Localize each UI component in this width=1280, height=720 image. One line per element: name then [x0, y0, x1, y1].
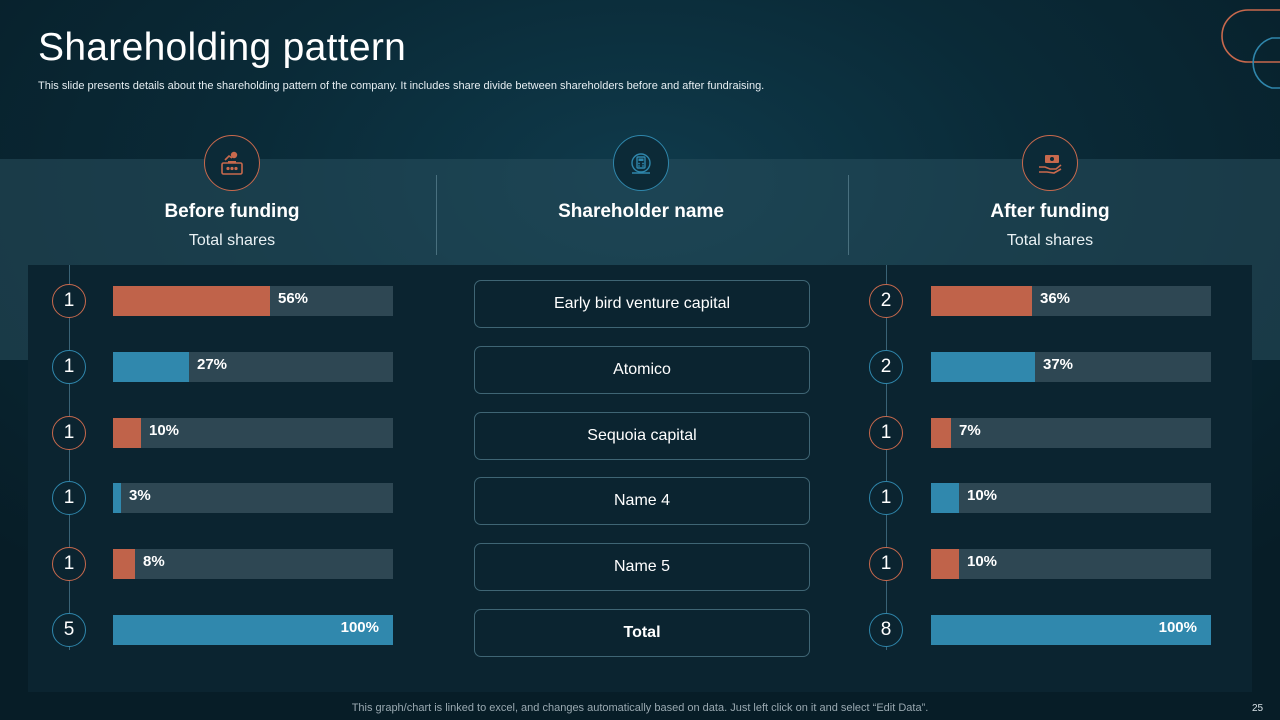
shareholder-name-box: Atomico [474, 346, 810, 394]
before-bar-fill [113, 286, 270, 316]
before-bar-track: 56% [113, 286, 393, 316]
before-bar-track: 8% [113, 549, 393, 579]
after-share-count: 2 [869, 350, 903, 384]
header-divider [848, 175, 849, 255]
footer-note: This graph/chart is linked to excel, and… [351, 702, 929, 714]
after-bar-fill [931, 286, 1032, 316]
after-bar-track: 10% [931, 483, 1211, 513]
after-timeline-line [886, 265, 887, 650]
before-share-count: 1 [52, 350, 86, 384]
before-bar-track: 10% [113, 418, 393, 448]
after-percentage-label: 36% [1040, 290, 1071, 307]
after-bar-track: 10% [931, 549, 1211, 579]
after-bar-track: 100% [931, 615, 1211, 645]
decorative-rings-icon [1221, 9, 1280, 89]
after-share-count: 1 [869, 416, 903, 450]
after-share-count: 8 [869, 613, 903, 647]
shareholder-name-box: Early bird venture capital [474, 280, 810, 328]
page-title: Shareholding pattern [38, 26, 407, 69]
header-divider [436, 175, 437, 255]
after-percentage-label: 100% [1158, 619, 1197, 636]
before-timeline-line [69, 265, 70, 650]
before-bar-fill [113, 418, 141, 448]
after-share-count: 1 [869, 481, 903, 515]
before-percentage-label: 3% [129, 487, 151, 504]
before-share-count: 1 [52, 481, 86, 515]
before-bar-fill [113, 549, 135, 579]
after-percentage-label: 10% [967, 487, 998, 504]
total-name-box: Total [474, 609, 810, 657]
before-share-count: 1 [52, 284, 86, 318]
after-bar-fill [931, 352, 1035, 382]
shareholder-name-header: Shareholder name [491, 135, 791, 223]
after-bar-fill [931, 549, 959, 579]
shareholder-name-box: Name 5 [474, 543, 810, 591]
before-bar-fill [113, 483, 121, 513]
donation-box-icon [204, 135, 260, 191]
before-bar-fill [113, 352, 189, 382]
after-funding-subheading: Total shares [1006, 232, 1094, 249]
shareholder-name-box: Sequoia capital [474, 412, 810, 460]
after-percentage-label: 7% [959, 422, 981, 439]
before-funding-header: Before funding Total shares [82, 135, 382, 250]
before-share-count: 5 [52, 613, 86, 647]
before-share-count: 1 [52, 547, 86, 581]
before-percentage-label: 56% [278, 290, 309, 307]
before-percentage-label: 10% [149, 422, 180, 439]
after-bar-fill [931, 418, 951, 448]
before-bar-track: 27% [113, 352, 393, 382]
before-percentage-label: 100% [340, 619, 379, 636]
before-bar-fill [113, 615, 393, 645]
after-percentage-label: 37% [1043, 356, 1074, 373]
after-bar-track: 36% [931, 286, 1211, 316]
before-bar-track: 3% [113, 483, 393, 513]
after-bar-track: 37% [931, 352, 1211, 382]
after-funding-heading: After funding [990, 201, 1110, 222]
after-percentage-label: 10% [967, 553, 998, 570]
page-number: 25 [1252, 703, 1264, 714]
after-bar-track: 7% [931, 418, 1211, 448]
after-funding-header: After funding Total shares [900, 135, 1200, 250]
investment-calculator-icon [613, 135, 669, 191]
shareholder-name-box: Name 4 [474, 477, 810, 525]
after-bar-fill [931, 483, 959, 513]
before-share-count: 1 [52, 416, 86, 450]
after-share-count: 2 [869, 284, 903, 318]
before-bar-track: 100% [113, 615, 393, 645]
before-percentage-label: 8% [143, 553, 165, 570]
before-funding-subheading: Total shares [188, 232, 276, 249]
shareholder-name-heading: Shareholder name [558, 201, 724, 222]
before-funding-heading: Before funding [164, 201, 300, 222]
hand-money-icon [1022, 135, 1078, 191]
after-bar-fill [931, 615, 1211, 645]
page-subtitle: This slide presents details about the sh… [38, 80, 765, 92]
before-percentage-label: 27% [197, 356, 228, 373]
after-share-count: 1 [869, 547, 903, 581]
